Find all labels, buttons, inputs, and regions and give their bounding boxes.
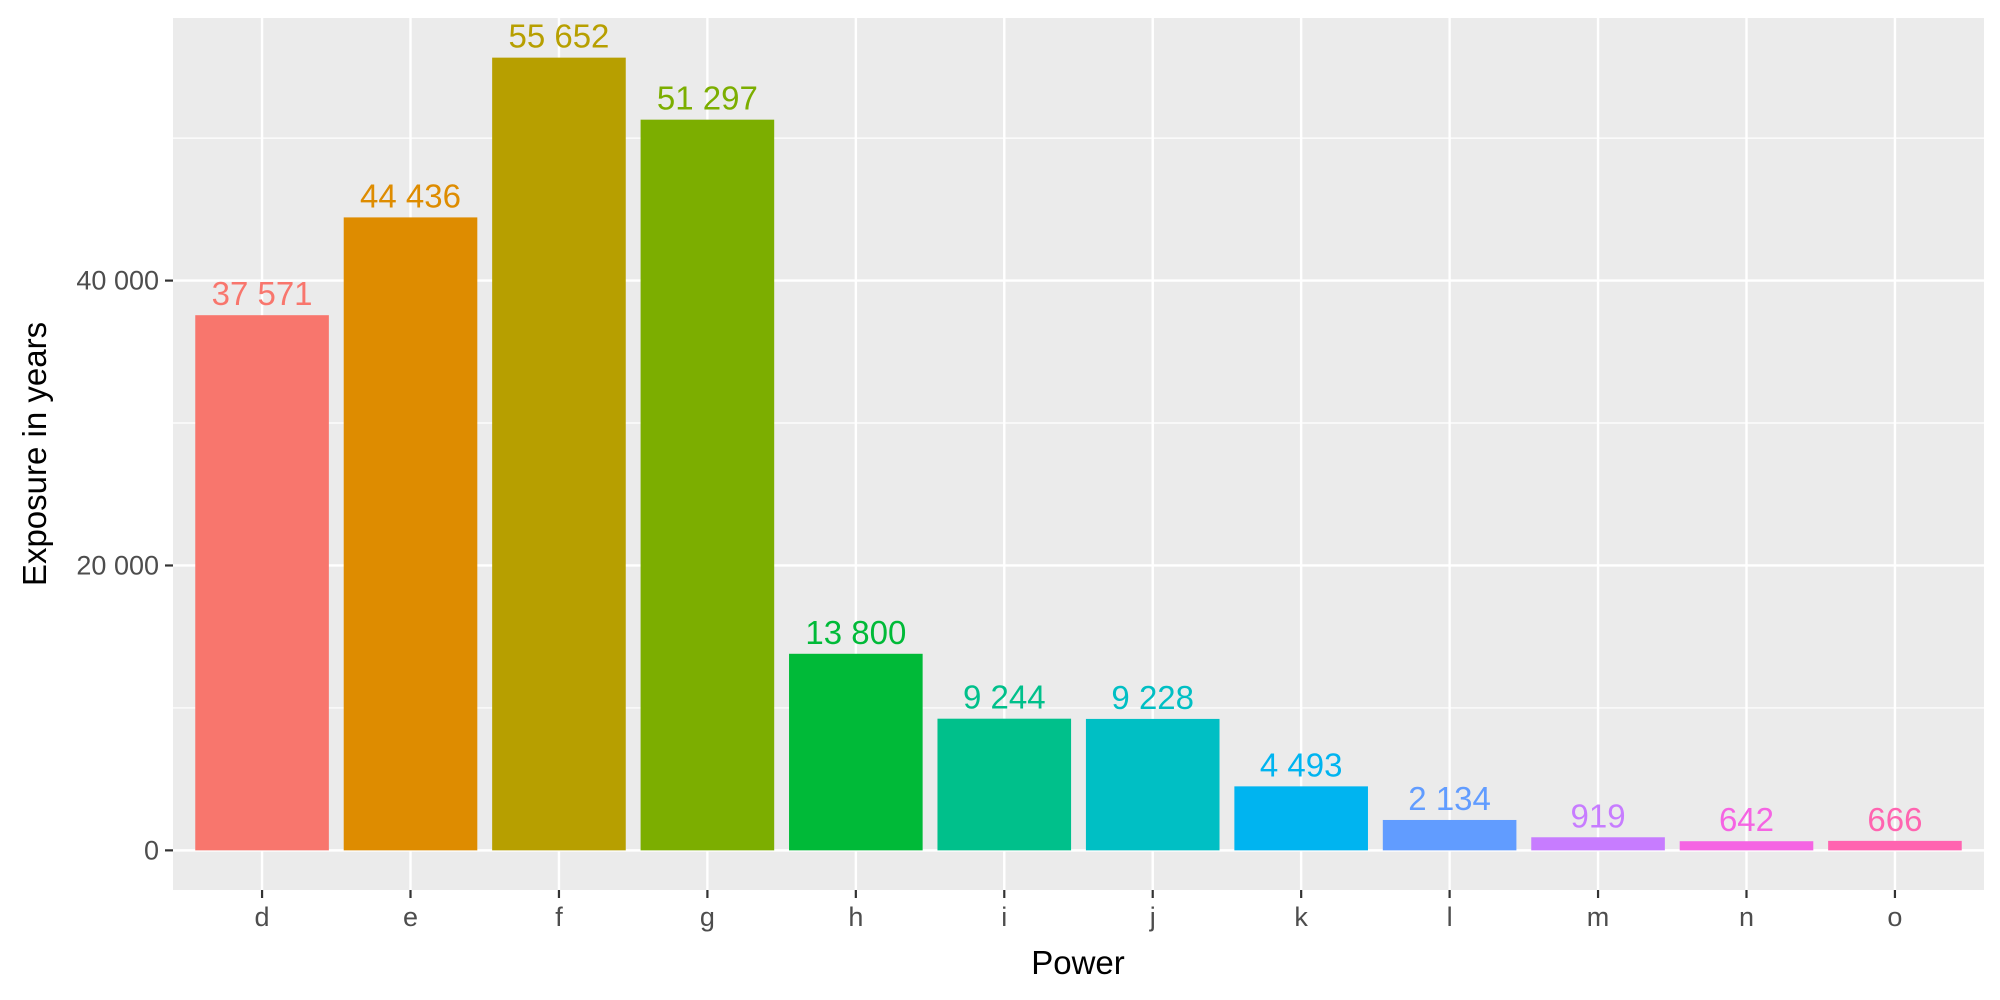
- data-label-h: 13 800: [805, 614, 906, 651]
- data-label-e: 44 436: [360, 177, 461, 214]
- x-tick-label: f: [555, 902, 563, 932]
- x-tick-label: m: [1587, 902, 1610, 932]
- x-axis-title: Power: [1031, 944, 1125, 981]
- data-label-k: 4 493: [1260, 746, 1343, 783]
- bar-n: [1679, 841, 1814, 851]
- data-label-o: 666: [1867, 801, 1922, 838]
- bar-j: [1085, 718, 1220, 851]
- bar-g: [640, 119, 775, 851]
- data-label-m: 919: [1571, 797, 1626, 834]
- bar-i: [937, 718, 1072, 851]
- bar-k: [1234, 786, 1368, 851]
- bar-o: [1828, 840, 1962, 851]
- x-tick-label: e: [403, 902, 418, 932]
- x-tick-label: d: [255, 902, 270, 932]
- bar-h: [789, 653, 923, 851]
- y-tick-label: 40 000: [76, 266, 159, 296]
- data-label-j: 9 228: [1111, 679, 1194, 716]
- x-tick-label: l: [1447, 902, 1453, 932]
- y-tick-label: 20 000: [76, 550, 159, 580]
- x-tick-label: h: [848, 902, 863, 932]
- data-label-n: 642: [1719, 801, 1774, 838]
- bars: [195, 57, 1962, 851]
- x-axis: d e f g h i j k l m n o: [255, 890, 1902, 932]
- y-tick-label: 0: [144, 835, 159, 865]
- y-axis: 0 20 000 40 000: [76, 266, 173, 865]
- x-tick-label: i: [1001, 902, 1007, 932]
- bar-l: [1382, 819, 1517, 851]
- bar-f: [492, 57, 626, 851]
- bar-d: [195, 315, 329, 851]
- bar-m: [1531, 837, 1665, 851]
- x-tick-label: g: [700, 902, 715, 932]
- x-tick-label: j: [1149, 902, 1156, 932]
- data-label-g: 51 297: [657, 80, 758, 117]
- data-label-f: 55 652: [508, 18, 609, 55]
- data-label-i: 9 244: [963, 679, 1046, 716]
- x-tick-label: o: [1887, 902, 1902, 932]
- x-tick-label: n: [1739, 902, 1754, 932]
- data-label-d: 37 571: [212, 275, 313, 312]
- bar-e: [343, 217, 478, 851]
- x-tick-label: k: [1294, 902, 1308, 932]
- data-labels: 37 571 44 436 55 652 51 297 13 800 9 244 9 228…: [212, 18, 1923, 839]
- y-axis-title: Exposure in years: [16, 322, 53, 586]
- data-label-l: 2 134: [1408, 780, 1491, 817]
